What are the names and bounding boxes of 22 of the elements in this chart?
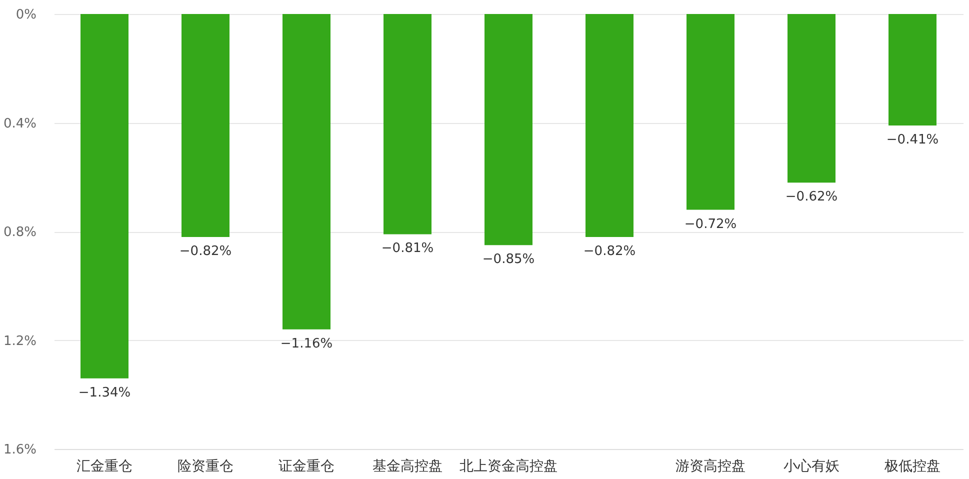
x-tick-label: 北上资金高控盘 xyxy=(460,458,558,474)
data-label: −0.72% xyxy=(684,216,737,232)
x-tick-label: 极低控盘 xyxy=(884,458,940,474)
y-tick-label: 1.2% xyxy=(3,334,36,349)
x-tick-label: 游资高控盘 xyxy=(676,458,746,474)
data-label: −1.34% xyxy=(78,385,131,400)
y-tick-label: 0.4% xyxy=(3,116,36,132)
data-label: −0.85% xyxy=(482,252,535,268)
data-label: −0.82% xyxy=(583,244,636,259)
x-tick-label: 证金重仓 xyxy=(278,458,334,474)
x-tick-label: 险资重仓 xyxy=(178,458,234,474)
x-tick-label: 汇金重仓 xyxy=(76,458,132,474)
y-tick-label: 0% xyxy=(16,8,36,22)
y-tick-label: 0.8% xyxy=(3,225,36,240)
x-tick-label: 基金高控盘 xyxy=(372,458,442,474)
data-label: −0.41% xyxy=(886,132,939,148)
data-label: −0.62% xyxy=(785,190,838,205)
data-label: −0.81% xyxy=(381,241,434,256)
x-tick-label: 小心有妖 xyxy=(784,458,840,474)
y-tick-label: 1.6% xyxy=(3,442,36,458)
data-label: −0.82% xyxy=(179,244,232,259)
data-label: −1.16% xyxy=(280,336,333,352)
